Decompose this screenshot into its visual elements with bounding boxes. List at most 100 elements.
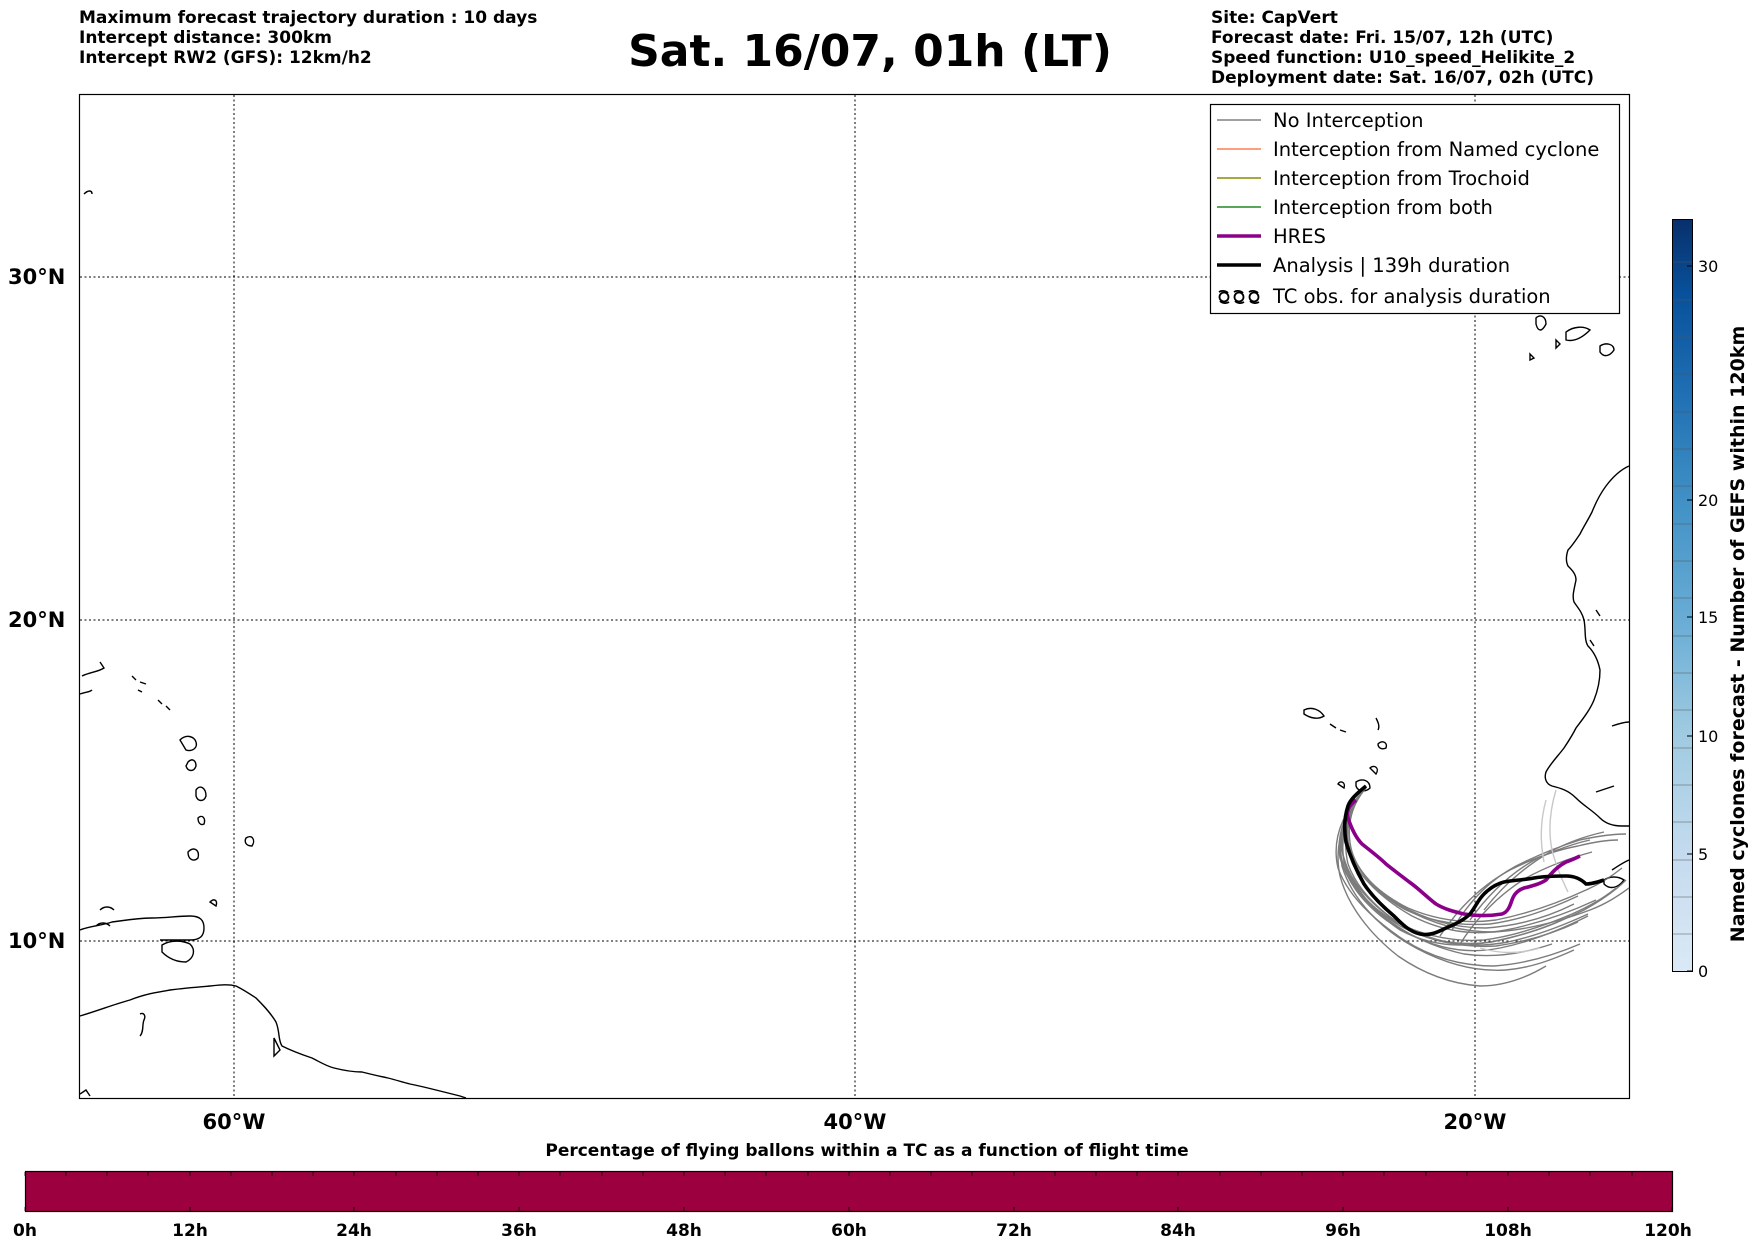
colorbar-ticks — [1687, 265, 1692, 972]
la-palma — [1555, 338, 1561, 350]
guadeloupe — [179, 735, 198, 752]
legend-label-no-interception: No Interception — [1273, 109, 1424, 132]
orinoco-delta — [273, 1037, 281, 1058]
flight-time-tick-84h: 84h — [1160, 1221, 1196, 1241]
forecast-date-text: Forecast date: Fri. 15/07, 12h (UTC) — [1211, 28, 1554, 48]
hres-trajectory — [1345, 798, 1581, 918]
flight-time-tick-48h: 48h — [666, 1221, 702, 1241]
flight-time-tick-120h: 120h — [1644, 1221, 1692, 1241]
lanzarote — [1535, 315, 1547, 331]
flight-time-bar-minor-ticks — [24, 1172, 1673, 1211]
flight-time-tick-12h: 12h — [172, 1221, 208, 1241]
flight-time-bar-title: Percentage of flying ballons within a TC… — [545, 1141, 1188, 1161]
trajectory-7 — [1348, 789, 1579, 926]
tenerife — [1599, 343, 1615, 357]
plot-title: Sat. 16/07, 01h (LT) — [628, 26, 1112, 77]
flight-time-bar-fill — [24, 1170, 1674, 1213]
colorbar-tick-0: 0 — [1698, 962, 1708, 981]
colorbar-tick-30: 30 — [1698, 257, 1718, 276]
pr-south — [79, 689, 93, 695]
faint-trajectory-3 — [1479, 947, 1541, 954]
cyclone-symbol-icon — [1218, 290, 1260, 304]
coast-detail — [139, 1012, 146, 1037]
santo-antao — [1303, 707, 1325, 719]
africa-coast — [1544, 465, 1630, 827]
lon-label-60w: 60°W — [203, 1110, 266, 1134]
forecast-info-right: Site: CapVert Forecast date: Fri. 15/07,… — [1211, 8, 1594, 88]
legend-label-trochoid: Interception from Trochoid — [1273, 167, 1530, 190]
flight-time-tick-36h: 36h — [501, 1221, 537, 1241]
lat-label-30n: 30°N — [8, 265, 65, 289]
island-b — [95, 922, 111, 927]
gambia-coast — [1611, 721, 1630, 727]
flight-time-tick-108h: 108h — [1484, 1221, 1532, 1241]
island-top-left — [83, 190, 93, 195]
flight-time-tick-0h: 0h — [13, 1221, 37, 1241]
lat-label-20n: 20°N — [8, 608, 65, 632]
guinea-bissau-islands — [1611, 859, 1630, 871]
sal — [1375, 717, 1380, 731]
puerto-rico-east — [81, 661, 105, 677]
fuerteventura — [1565, 326, 1592, 342]
martinique — [195, 786, 207, 802]
colorbar-segments — [1673, 261, 1692, 935]
legend-label-analysis: Analysis | 139h duration — [1273, 254, 1510, 277]
mauritania-coast-detail — [1589, 609, 1601, 647]
ensemble-faint-trajectories — [1479, 789, 1569, 954]
colorbar-title: Named cyclones forecast - Number of GEFS… — [1727, 326, 1749, 943]
flight-time-tick-72h: 72h — [996, 1221, 1032, 1241]
legend-label-both: Interception from both — [1273, 196, 1493, 219]
faint-trajectory-2 — [1540, 799, 1547, 863]
analysis-trajectory — [1342, 784, 1605, 937]
colorbar-tick-20: 20 — [1698, 491, 1718, 510]
flight-time-tick-24h: 24h — [336, 1221, 372, 1241]
trajectory-20 — [1483, 831, 1605, 911]
st-lucia — [197, 815, 206, 826]
trinidad-coast — [161, 940, 195, 963]
legend-box — [1209, 103, 1621, 315]
legend-label-named-cyclone: Interception from Named cyclone — [1273, 138, 1599, 161]
santiago — [1355, 779, 1371, 792]
deployment-date-text: Deployment date: Sat. 16/07, 02h (UTC) — [1211, 68, 1595, 88]
faint-trajectory-1 — [1549, 789, 1569, 893]
colorbar-tick-10: 10 — [1698, 727, 1718, 746]
flight-time-bar: Percentage of flying ballons within a TC… — [13, 1141, 1692, 1241]
flight-time-tick-96h: 96h — [1325, 1221, 1361, 1241]
lon-label-20w: 20°W — [1444, 1110, 1507, 1134]
grenada — [208, 899, 218, 908]
island-a — [99, 906, 115, 911]
intercept-distance-text: Intercept distance: 300km — [79, 28, 332, 48]
maio — [1369, 765, 1379, 776]
leeward-islands — [157, 699, 171, 711]
sao-vicente — [1329, 723, 1347, 733]
max-duration-text: Maximum forecast trajectory duration : 1… — [79, 8, 538, 28]
boa-vista — [1377, 741, 1388, 750]
coastlines — [79, 190, 1630, 1099]
forecast-info-left: Maximum forecast trajectory duration : 1… — [79, 8, 537, 68]
trajectory-19 — [1469, 839, 1591, 921]
el-hierro — [1529, 352, 1536, 362]
intercept-rw2-text: Intercept RW2 (GFS): 12km/h2 — [79, 48, 372, 68]
colorbar-tick-15: 15 — [1698, 608, 1718, 627]
legend-label-tc-obs: TC obs. for analysis duration — [1272, 285, 1551, 308]
legend: No Interception Interception from Named … — [1209, 103, 1621, 315]
trajectory-15 — [1339, 789, 1553, 957]
colorbar-gradient — [1672, 219, 1693, 972]
lon-label-40w: 40°W — [824, 1110, 887, 1134]
cyclone-count-colorbar: 0 5 10 15 20 30 Named cyclones forecast … — [1672, 219, 1749, 981]
legend-label-hres: HRES — [1273, 225, 1326, 248]
trajectory-11 — [1337, 795, 1547, 987]
south-america-coast — [79, 984, 467, 1099]
fogo — [1337, 781, 1346, 790]
st-vincent — [187, 848, 200, 861]
venezuela-coast — [79, 915, 205, 941]
virgin-islands — [131, 675, 147, 693]
bottom-left-coast — [79, 1089, 91, 1097]
site-text: Site: CapVert — [1211, 8, 1338, 28]
trajectory-4 — [1335, 789, 1581, 967]
colorbar-tick-5: 5 — [1698, 845, 1708, 864]
barbados — [244, 836, 255, 847]
trajectory-14 — [1347, 787, 1623, 923]
flight-time-tick-60h: 60h — [831, 1221, 867, 1241]
